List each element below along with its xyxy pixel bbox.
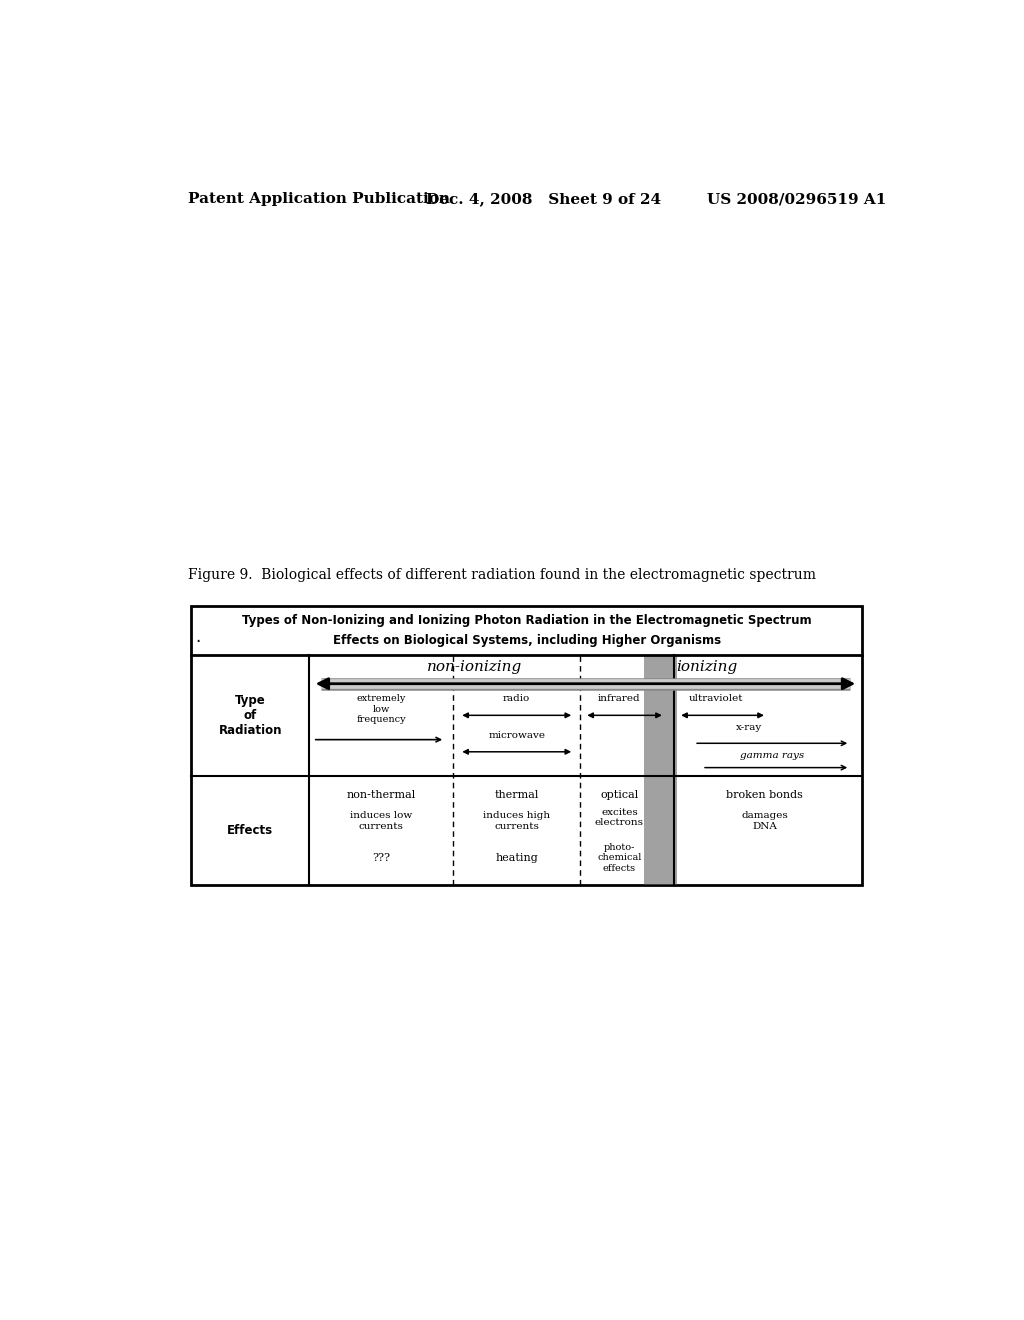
Text: heating: heating <box>496 853 538 863</box>
Text: Figure 9.  Biological effects of different radiation found in the electromagneti: Figure 9. Biological effects of differen… <box>187 568 815 582</box>
Text: x-ray: x-ray <box>736 723 763 733</box>
Text: non-thermal: non-thermal <box>346 789 416 800</box>
Text: excites
electrons: excites electrons <box>595 808 644 828</box>
Bar <box>644 655 678 886</box>
Text: .: . <box>196 628 201 647</box>
Text: Effects: Effects <box>227 824 273 837</box>
Text: infrared: infrared <box>598 694 641 702</box>
Text: ionizing: ionizing <box>677 660 738 673</box>
Text: photo-
chemical
effects: photo- chemical effects <box>597 843 642 873</box>
Text: ???: ??? <box>372 853 390 863</box>
Text: damages
DNA: damages DNA <box>741 810 787 830</box>
Text: induces high
currents: induces high currents <box>483 810 550 830</box>
Text: microwave: microwave <box>488 731 545 741</box>
Text: ultraviolet: ultraviolet <box>688 694 742 702</box>
Text: radio: radio <box>503 694 530 702</box>
Text: thermal: thermal <box>495 789 539 800</box>
Bar <box>191 606 862 886</box>
Text: Patent Application Publication: Patent Application Publication <box>187 191 450 206</box>
Text: non-ionizing: non-ionizing <box>427 660 522 673</box>
Text: extremely
low
frequency: extremely low frequency <box>356 694 406 725</box>
Text: Dec. 4, 2008   Sheet 9 of 24: Dec. 4, 2008 Sheet 9 of 24 <box>426 191 660 206</box>
Text: Types of Non-Ionizing and Ionizing Photon Radiation in the Electromagnetic Spect: Types of Non-Ionizing and Ionizing Photo… <box>242 614 812 627</box>
Text: optical: optical <box>600 789 639 800</box>
Text: US 2008/0296519 A1: US 2008/0296519 A1 <box>708 191 887 206</box>
Text: Type
of
Radiation: Type of Radiation <box>218 694 282 737</box>
Text: gamma rays: gamma rays <box>739 751 804 760</box>
Text: induces low
currents: induces low currents <box>350 810 412 830</box>
Text: broken bonds: broken bonds <box>726 789 803 800</box>
Text: Effects on Biological Systems, including Higher Organisms: Effects on Biological Systems, including… <box>333 635 721 647</box>
